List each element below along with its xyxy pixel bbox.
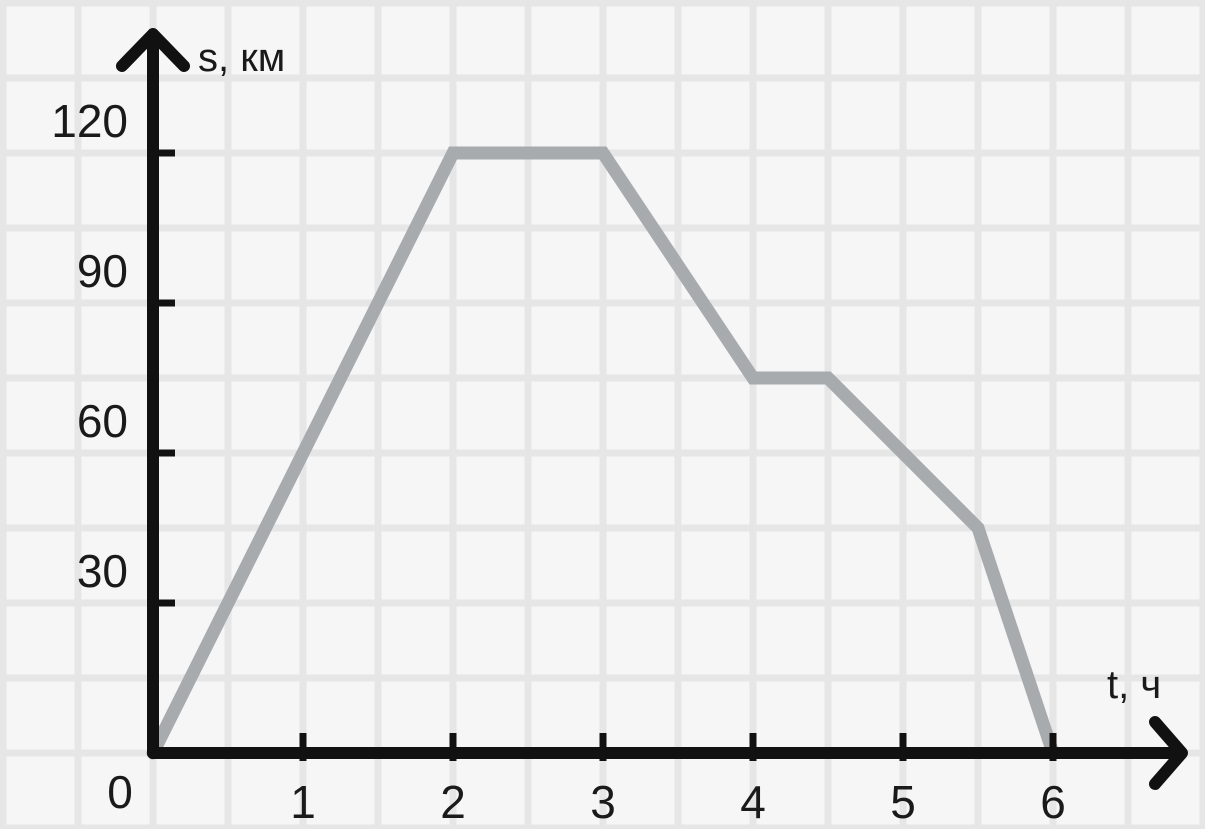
y-tick-label: 120 [51, 95, 128, 147]
x-tick-label: 6 [1040, 776, 1066, 828]
x-axis-arrowhead [1149, 716, 1188, 790]
axes [116, 28, 1188, 790]
series-layer [146, 146, 1060, 760]
x-tick-label: 1 [290, 776, 316, 828]
y-axis-label: s, км [198, 36, 285, 80]
y-tick-label: 30 [77, 545, 128, 597]
y-tick-label: 60 [77, 395, 128, 447]
y-axis-arrowhead [116, 28, 190, 72]
ticks: 1 2 3 4 5 6 30 60 90 120 [51, 95, 1066, 828]
origin-label: 0 [107, 766, 133, 818]
x-axis-label: t, ч [1107, 663, 1161, 707]
x-tick-label: 3 [590, 776, 616, 828]
series-line-0 [146, 146, 1060, 760]
x-tick-label: 2 [440, 776, 466, 828]
x-tick-label: 4 [740, 776, 766, 828]
y-tick-label: 90 [77, 245, 128, 297]
x-tick-label: 5 [890, 776, 916, 828]
